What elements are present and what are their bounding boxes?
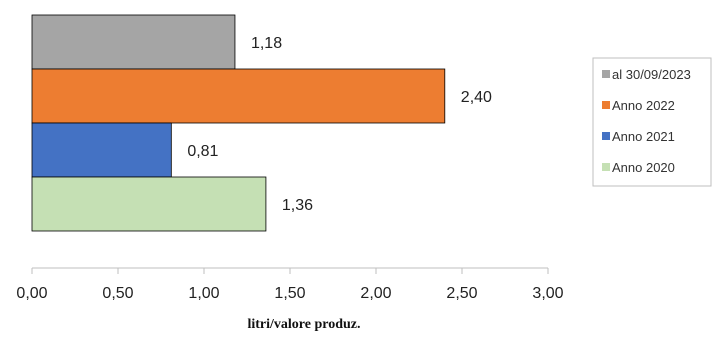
legend-label-0: al 30/09/2023 — [612, 67, 691, 82]
legend: al 30/09/2023 Anno 2022 Anno 2021 Anno 2020 — [592, 57, 712, 187]
x-tick-label-4: 2,00 — [360, 285, 391, 302]
data-label-2: 0,81 — [187, 143, 218, 160]
legend-swatch-3 — [602, 163, 610, 171]
bar-1 — [31, 68, 446, 124]
data-label-0: 1,18 — [251, 35, 282, 52]
legend-swatch-2 — [602, 132, 610, 140]
legend-label-1: Anno 2022 — [612, 98, 675, 113]
legend-label-2: Anno 2021 — [612, 129, 675, 144]
bar-0 — [31, 14, 236, 70]
x-axis-label: litri/valore produz. — [247, 317, 360, 332]
x-tick-label-1: 0,50 — [102, 285, 133, 302]
bars-group — [31, 14, 446, 232]
legend-swatch-0 — [602, 70, 610, 78]
bar-2 — [31, 122, 172, 178]
legend-label-3: Anno 2020 — [612, 160, 675, 175]
x-tick-label-5: 2,50 — [446, 285, 477, 302]
legend-box — [592, 57, 712, 187]
data-labels-group: 1,18 2,40 0,81 1,36 — [187, 35, 492, 214]
x-tick-label-2: 1,00 — [188, 285, 219, 302]
legend-swatch-1 — [602, 101, 610, 109]
data-label-3: 1,36 — [282, 197, 313, 214]
data-label-1: 2,40 — [461, 89, 492, 106]
x-tick-label-3: 1,50 — [274, 285, 305, 302]
x-ticks-group: 0,00 0,50 1,00 1,50 2,00 2,50 3,00 — [16, 268, 564, 302]
x-tick-label-6: 3,00 — [532, 285, 563, 302]
bar-3 — [31, 176, 267, 232]
x-tick-label-0: 0,00 — [16, 285, 47, 302]
